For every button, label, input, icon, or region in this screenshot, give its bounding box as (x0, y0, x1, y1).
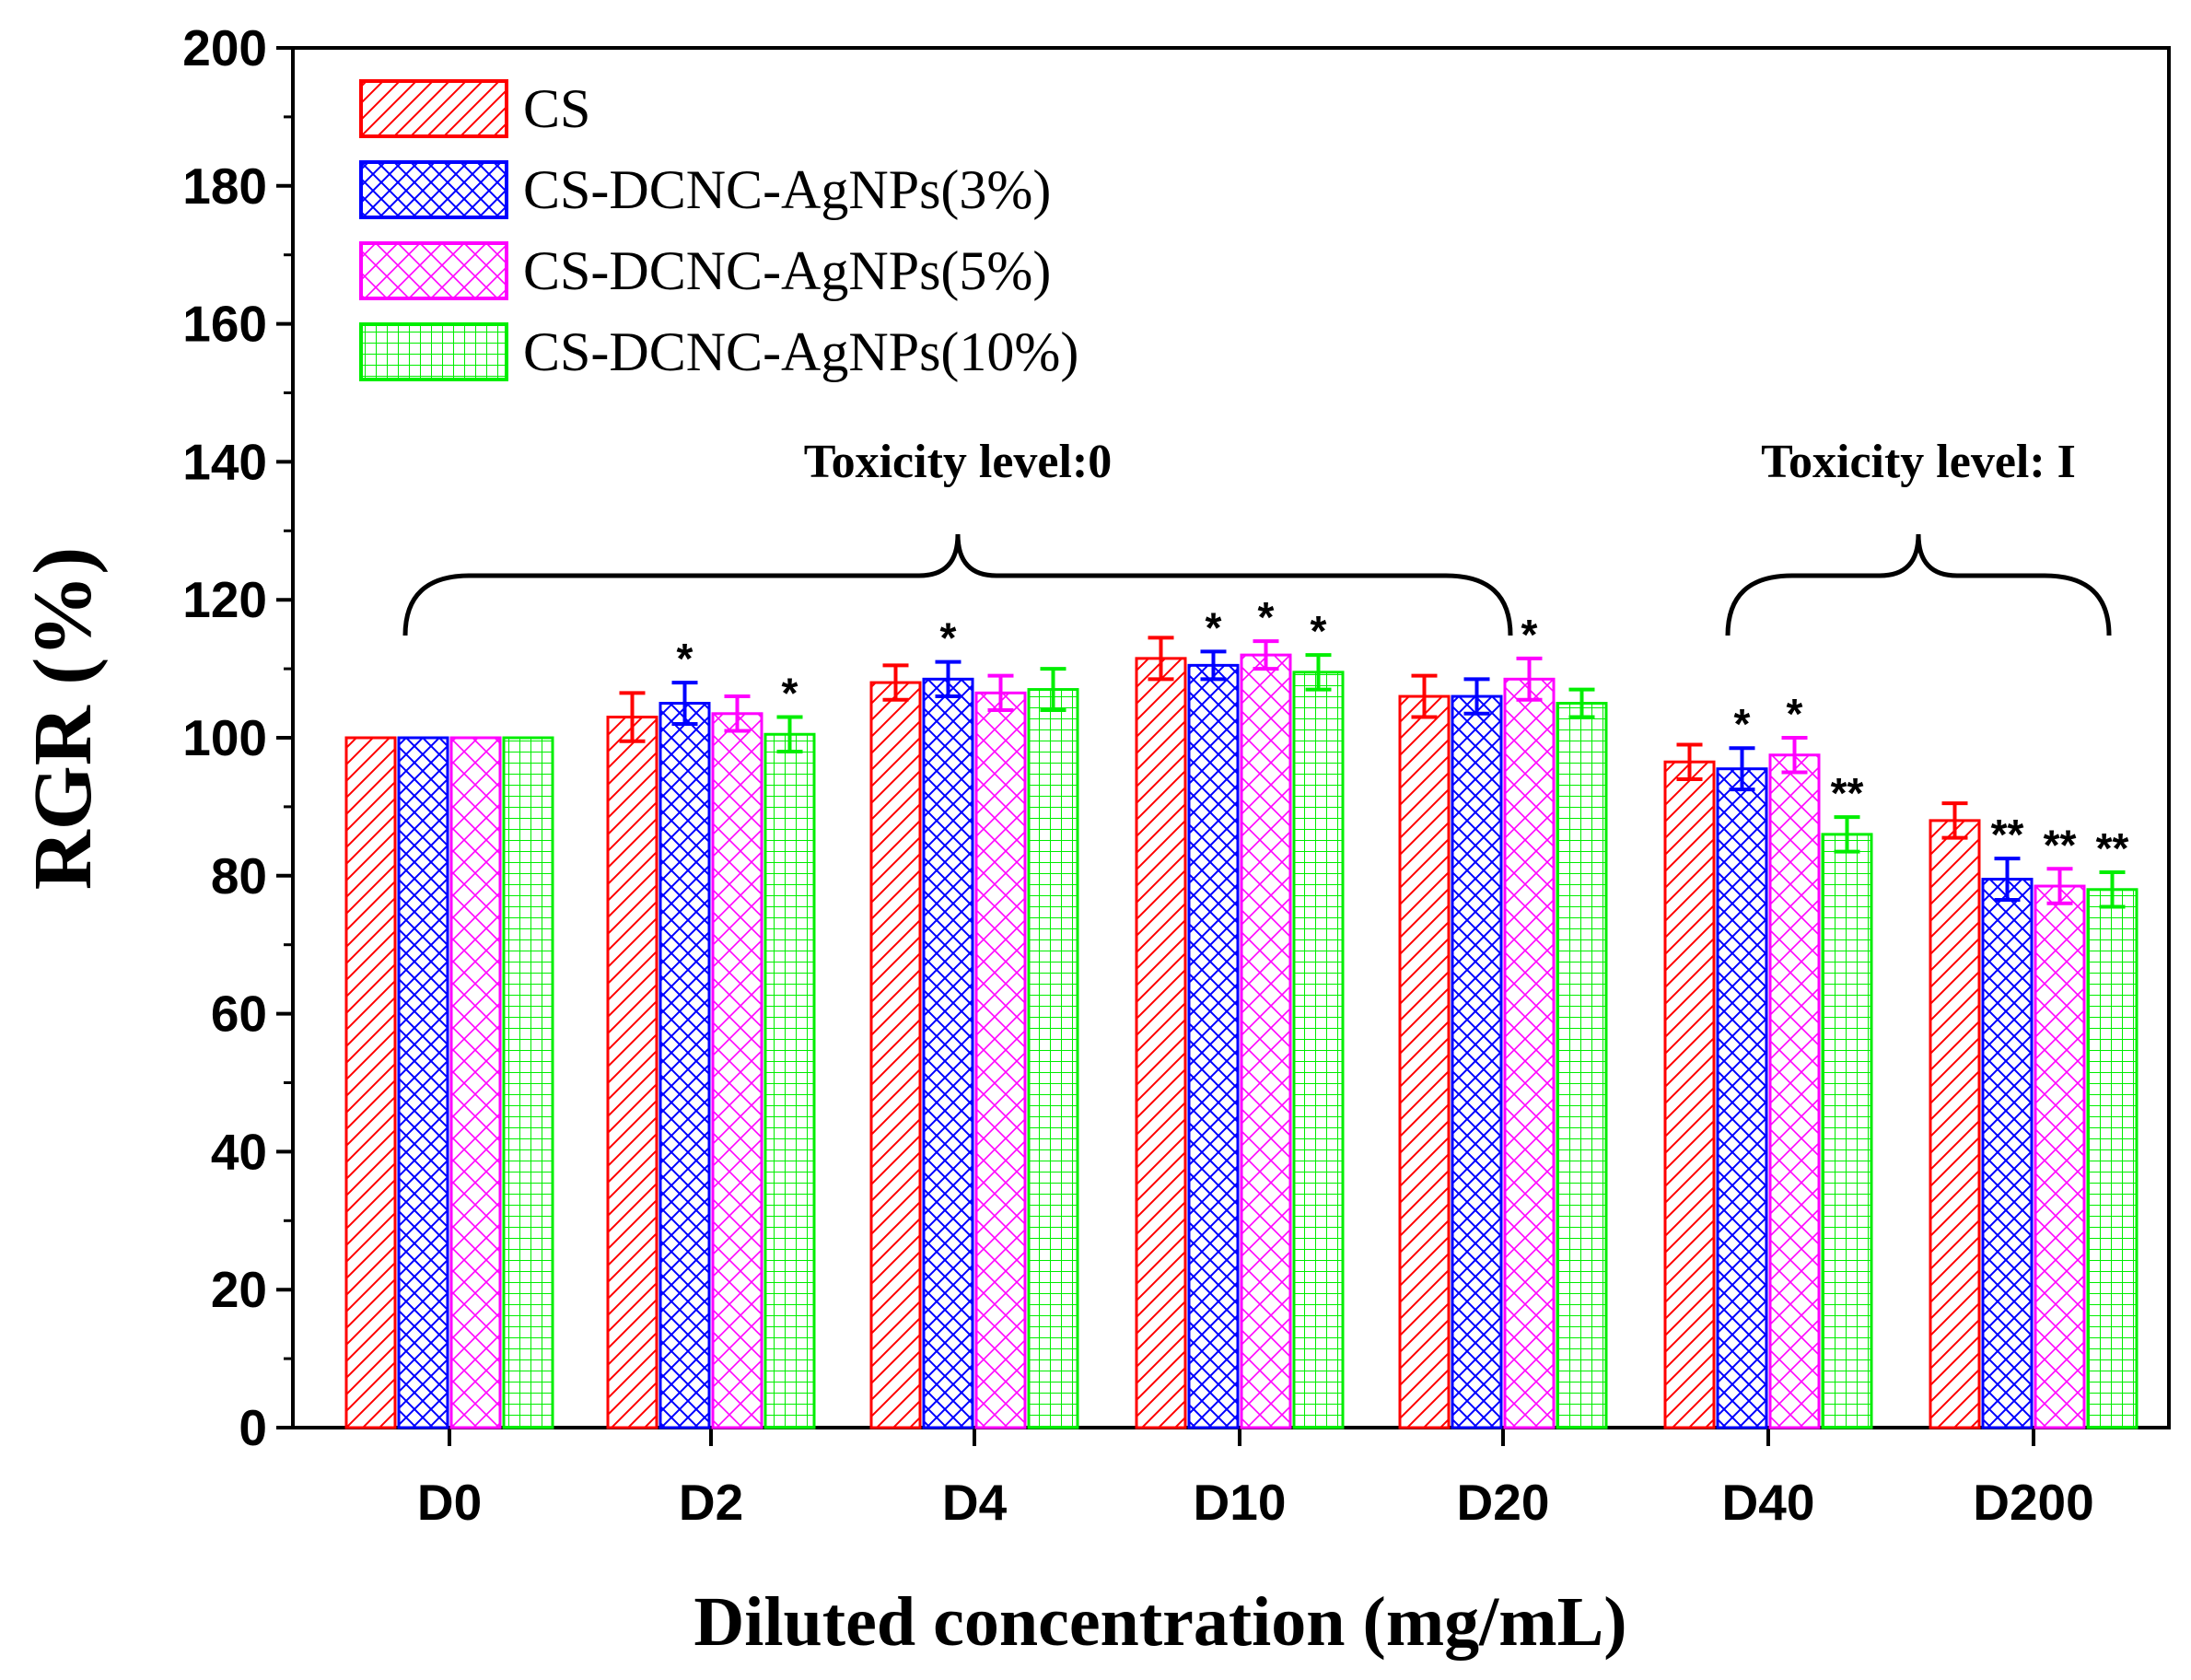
bar (1663, 760, 1716, 1429)
y-tick-label: 120 (182, 571, 267, 628)
legend-swatch (359, 160, 508, 219)
y-tick-label: 140 (182, 433, 267, 490)
bar (502, 736, 554, 1429)
legend-label: CS-DCNC-AgNPs(5%) (523, 240, 1051, 301)
legend-label: CS (523, 78, 590, 139)
significance-mark: * (1206, 603, 1222, 651)
significance-mark: ** (1991, 811, 2024, 858)
x-tick-label: D0 (417, 1474, 482, 1531)
y-tick-label: 0 (239, 1399, 267, 1456)
legend-swatch (359, 241, 508, 300)
significance-mark: * (940, 614, 957, 662)
bar (1135, 657, 1187, 1429)
bar (1929, 819, 1981, 1429)
y-tick-label: 40 (211, 1123, 267, 1180)
significance-mark: * (1521, 611, 1538, 659)
bar (658, 702, 711, 1429)
bar (711, 712, 763, 1429)
y-tick-label: 160 (182, 296, 267, 353)
significance-mark: ** (1831, 769, 1864, 817)
toxicity-brace (402, 533, 1513, 636)
bar (1768, 753, 1821, 1429)
bar (1821, 833, 1873, 1429)
significance-mark: * (677, 635, 693, 682)
significance-mark: * (782, 670, 798, 718)
bar (1187, 663, 1240, 1429)
legend-swatch (359, 79, 508, 138)
legend-label: CS-DCNC-AgNPs(3%) (523, 159, 1051, 220)
bar (2086, 888, 2139, 1429)
bar (869, 681, 922, 1429)
bar (1027, 688, 1079, 1429)
y-tick-label: 100 (182, 709, 267, 766)
significance-mark: ** (2044, 821, 2077, 869)
legend-label: CS-DCNC-AgNPs(10%) (523, 321, 1078, 382)
bar (1451, 694, 1503, 1429)
bar (763, 732, 816, 1429)
x-tick-label: D40 (1722, 1474, 1815, 1531)
bar (397, 736, 449, 1429)
x-tick-label: D10 (1194, 1474, 1287, 1531)
bar (2034, 884, 2086, 1429)
y-tick-label: 80 (211, 847, 267, 904)
significance-mark: * (1311, 607, 1327, 655)
x-tick-label: D20 (1457, 1474, 1550, 1531)
significance-mark: * (1258, 593, 1275, 641)
bar (1503, 677, 1556, 1429)
x-tick-label: D4 (942, 1474, 1008, 1531)
significance-mark: ** (2096, 824, 2129, 872)
bar (1398, 694, 1451, 1429)
bar (606, 716, 658, 1429)
y-tick-label: 60 (211, 986, 267, 1043)
y-tick-label: 180 (182, 158, 267, 215)
x-tick-label: D200 (1973, 1474, 2093, 1531)
x-axis-label: Diluted concentration (mg/mL) (693, 1583, 1626, 1661)
x-tick-label: D2 (679, 1474, 743, 1531)
significance-mark: * (1787, 690, 1803, 738)
bar (1240, 653, 1292, 1429)
bar (1981, 878, 2034, 1429)
bar (449, 736, 502, 1429)
bar (974, 691, 1027, 1429)
bar (1556, 702, 1608, 1429)
legend-swatch (359, 322, 508, 381)
significance-mark: * (1734, 700, 1751, 748)
bar (1716, 767, 1768, 1429)
y-axis-label: RGR (%) (17, 547, 109, 890)
toxicity-label: Toxicity level: I (1761, 436, 2076, 488)
bar (922, 677, 974, 1429)
y-tick-label: 20 (211, 1261, 267, 1318)
bar (344, 736, 397, 1429)
toxicity-brace (1725, 533, 2112, 636)
y-tick-label: 200 (182, 19, 267, 76)
toxicity-label: Toxicity level:0 (804, 436, 1113, 488)
bar (1292, 671, 1345, 1429)
